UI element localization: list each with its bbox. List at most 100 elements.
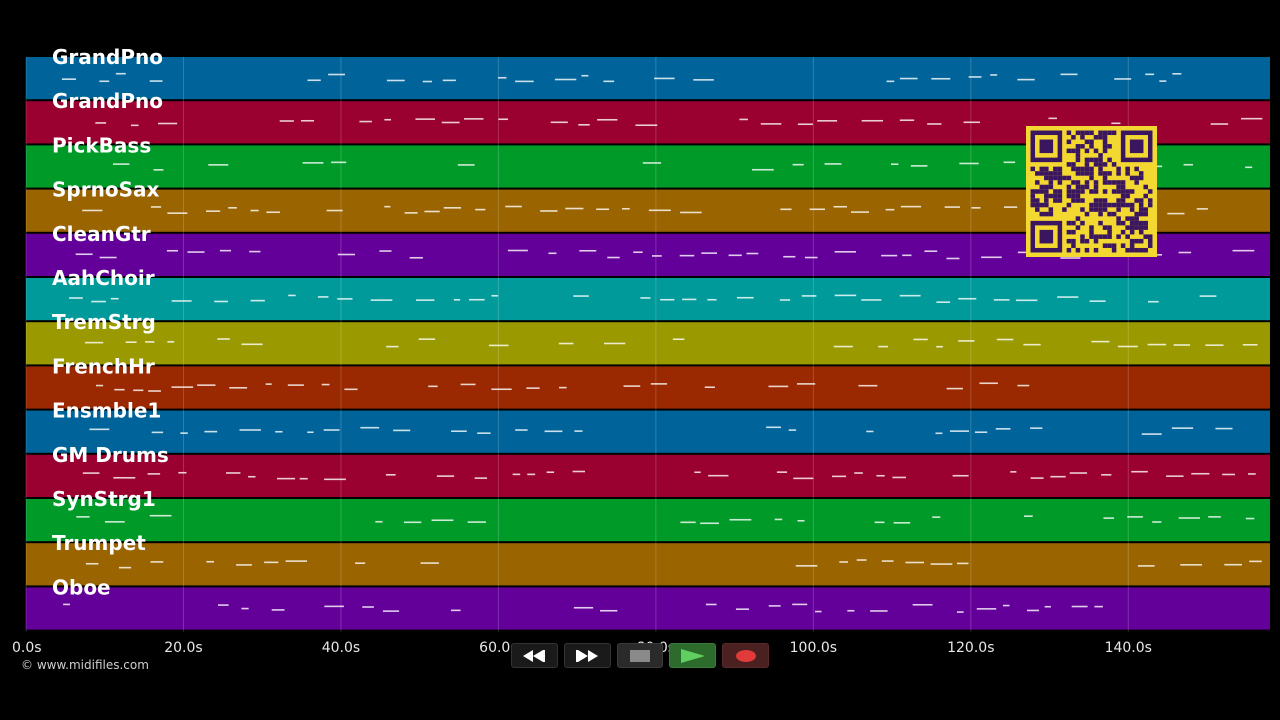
rewind-button[interactable] (511, 643, 558, 668)
note (1245, 166, 1253, 169)
note (768, 385, 789, 388)
note (498, 76, 507, 79)
note (935, 432, 943, 435)
note (323, 429, 340, 431)
note (861, 299, 882, 301)
track-lane (26, 366, 1270, 409)
play-button[interactable] (669, 643, 717, 668)
note (971, 207, 981, 209)
note (780, 208, 792, 211)
qr-code-icon (1026, 126, 1157, 257)
track-label: Ensmble1 (52, 399, 161, 423)
note (91, 300, 106, 303)
note (876, 474, 885, 477)
play-icon (680, 648, 705, 663)
note (337, 298, 353, 300)
note (866, 430, 874, 433)
note (375, 520, 383, 523)
note (565, 207, 584, 210)
note (774, 518, 783, 521)
note (579, 249, 597, 252)
note (1094, 605, 1103, 608)
note (694, 471, 701, 474)
note (248, 475, 256, 478)
note (1111, 122, 1121, 125)
note (219, 249, 232, 252)
note (307, 431, 314, 434)
note (1199, 295, 1217, 297)
note (1071, 605, 1088, 608)
note (892, 476, 906, 479)
record-button[interactable] (722, 643, 769, 668)
track-lane (26, 454, 1270, 497)
note (540, 210, 558, 212)
note (76, 516, 90, 518)
note (166, 249, 179, 252)
note (701, 252, 718, 254)
note (705, 603, 717, 606)
note (197, 384, 216, 386)
note (99, 256, 117, 259)
note (792, 603, 808, 606)
note (881, 560, 894, 562)
fast-forward-button[interactable] (563, 643, 611, 668)
note (63, 603, 70, 606)
note (99, 80, 110, 83)
note (574, 430, 583, 432)
note (507, 249, 528, 252)
note (604, 342, 626, 345)
note (792, 163, 804, 166)
note (512, 473, 521, 476)
stop-button[interactable] (616, 643, 664, 668)
track-lane (26, 499, 1270, 542)
note (1030, 477, 1044, 479)
note (384, 118, 392, 121)
note (1003, 206, 1018, 208)
track-lane (26, 278, 1270, 321)
note (623, 385, 641, 387)
note (746, 252, 759, 255)
note (1089, 300, 1106, 302)
note (990, 74, 998, 76)
note (1248, 473, 1256, 475)
note (1145, 73, 1155, 76)
note (393, 429, 411, 432)
note (1091, 340, 1110, 343)
note (635, 124, 658, 127)
note (403, 521, 422, 524)
note (1173, 344, 1191, 346)
note (993, 299, 1010, 301)
note (573, 606, 594, 609)
note (648, 209, 671, 212)
track-label: SprnoSax (52, 178, 159, 202)
note (1141, 433, 1162, 435)
note (360, 426, 380, 429)
note (956, 611, 964, 613)
note (422, 80, 433, 83)
note (491, 294, 499, 297)
note (1152, 521, 1162, 523)
time-tick-label: 20.0s (164, 640, 202, 656)
note (735, 608, 749, 610)
note (443, 207, 462, 209)
note (833, 205, 848, 208)
note (1180, 564, 1203, 566)
note (1208, 516, 1221, 518)
note (1060, 73, 1078, 76)
note (1222, 473, 1236, 476)
note (930, 563, 953, 565)
note (515, 429, 528, 431)
note (249, 250, 261, 253)
note (214, 300, 228, 303)
note (321, 383, 330, 386)
note (878, 345, 889, 348)
note (359, 120, 372, 123)
note (113, 163, 130, 165)
note (739, 118, 748, 121)
note (1167, 212, 1185, 215)
note (505, 205, 522, 208)
note (337, 253, 356, 256)
note (544, 430, 563, 433)
note (1232, 249, 1255, 252)
rewind-icon (523, 649, 546, 662)
